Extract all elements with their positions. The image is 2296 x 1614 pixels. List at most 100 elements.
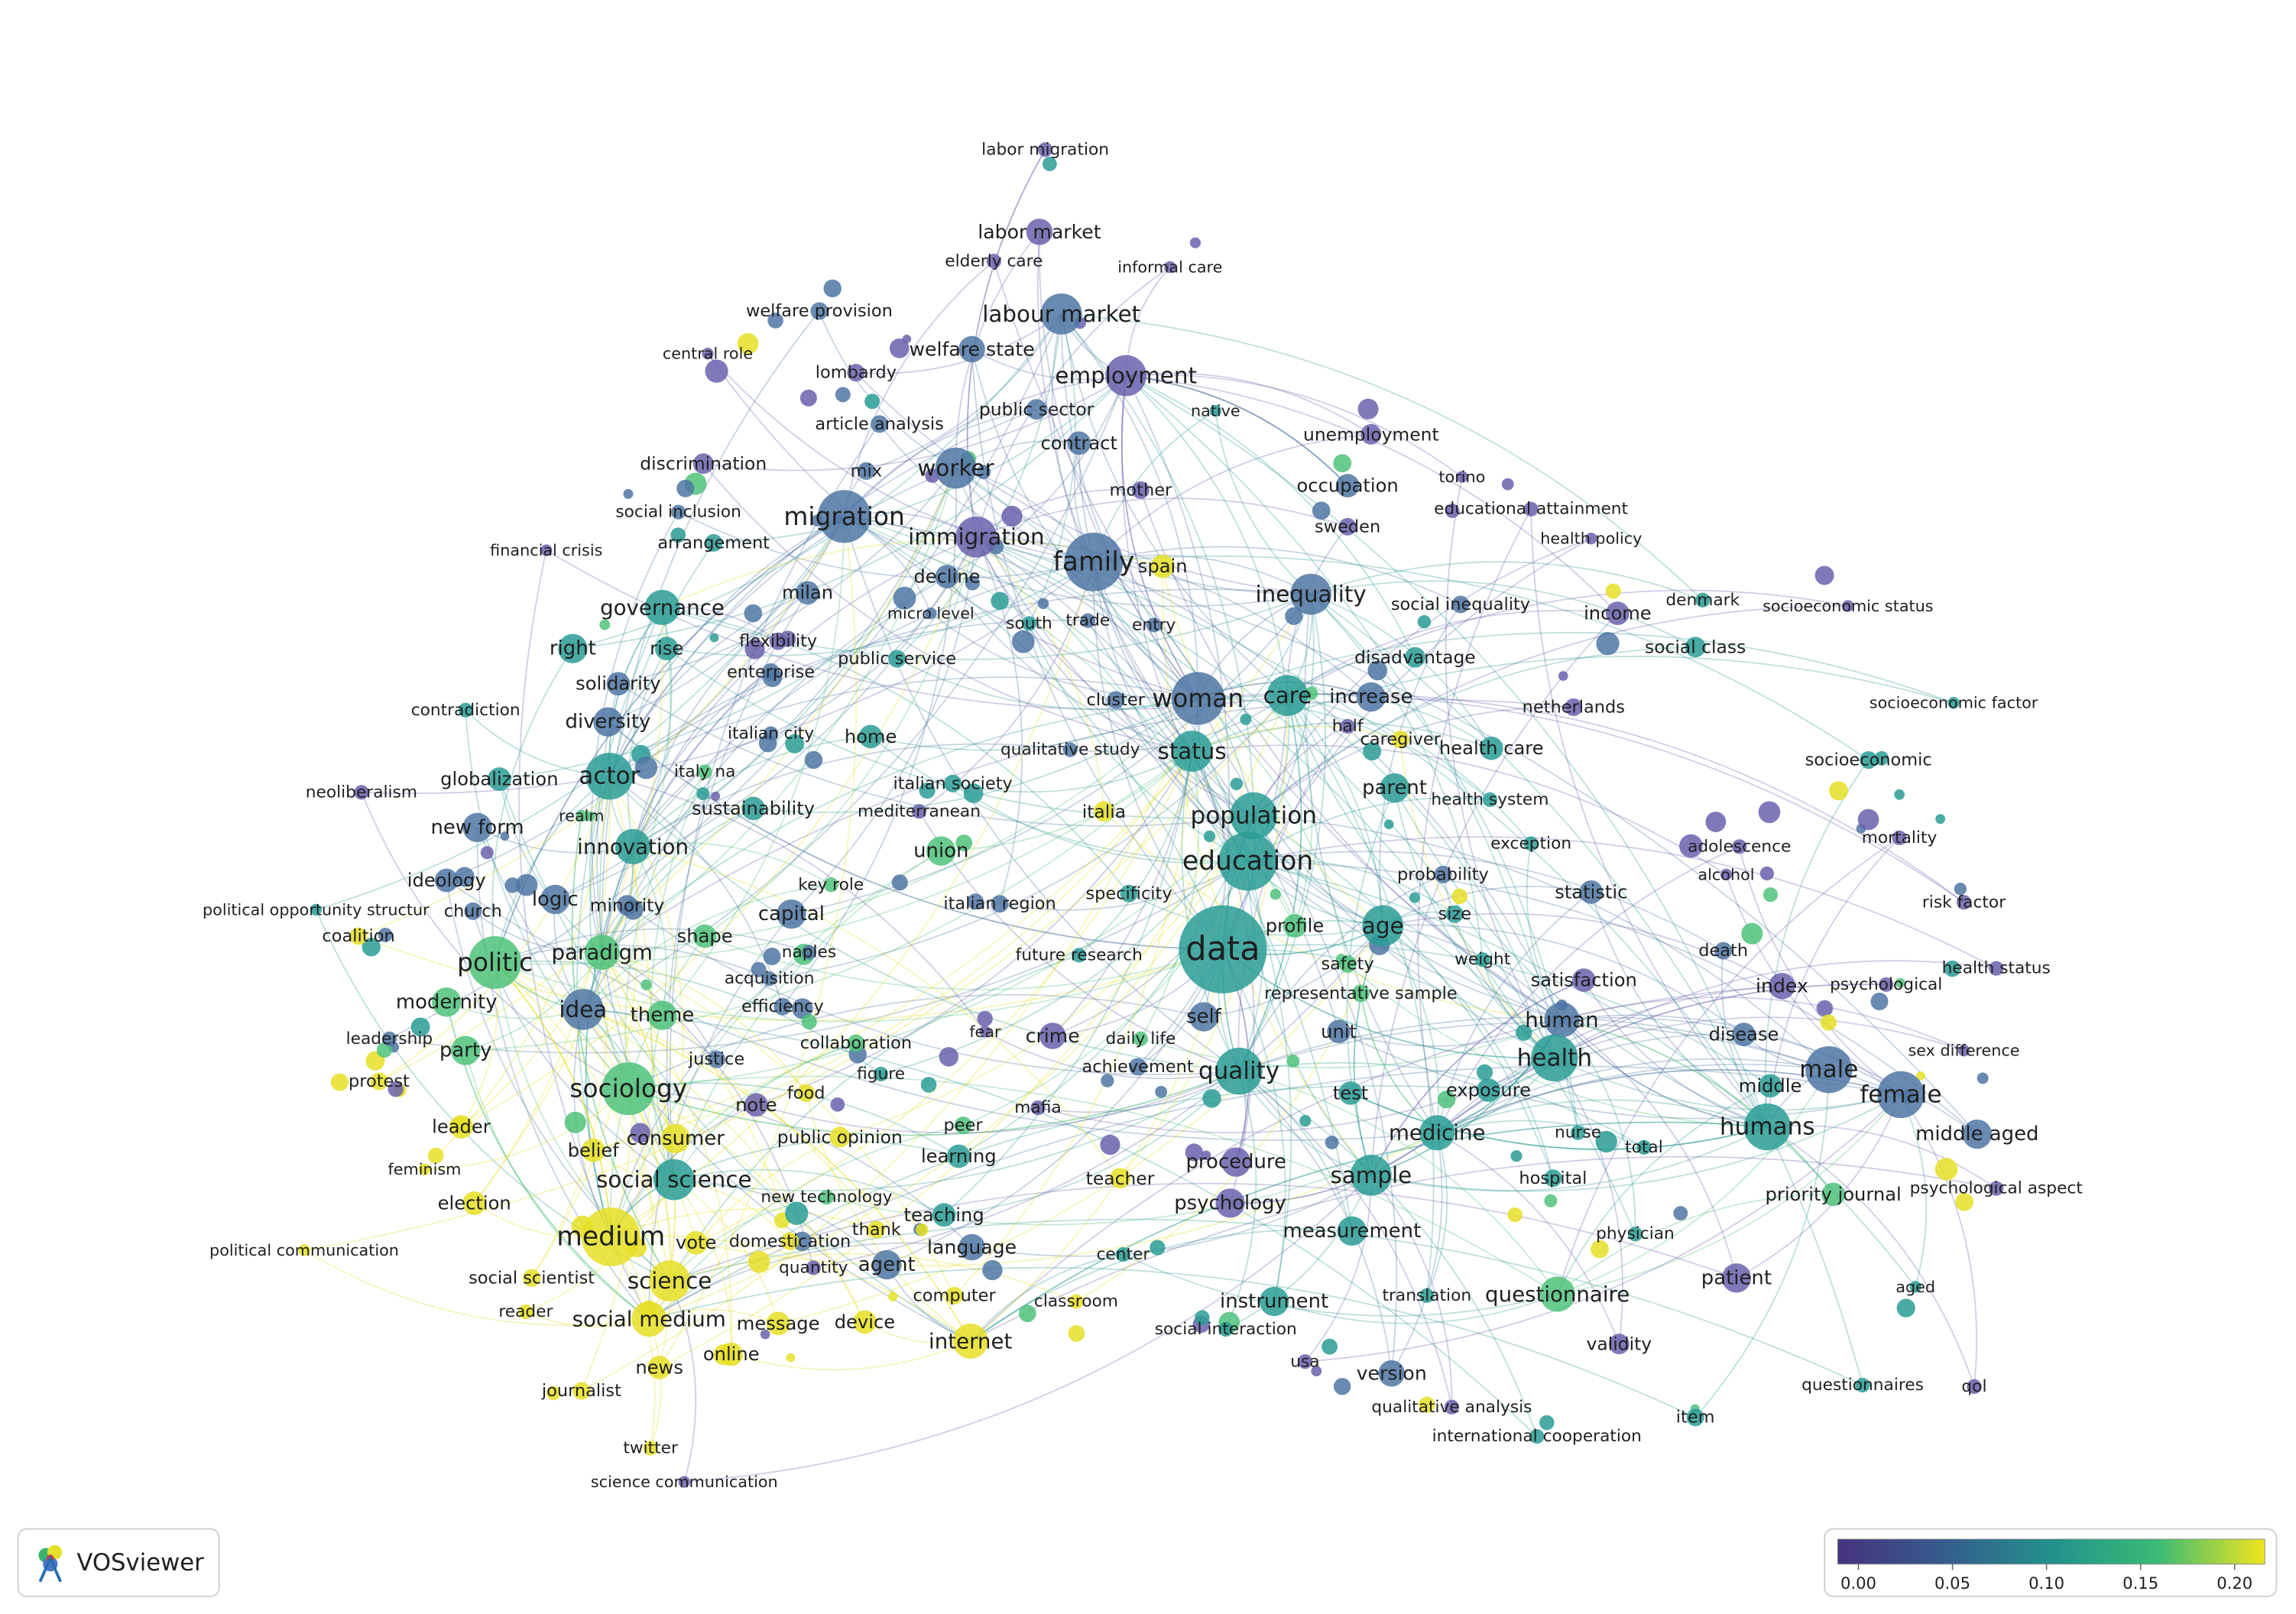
edge xyxy=(1286,695,1555,1058)
node xyxy=(1419,1288,1435,1303)
node xyxy=(418,1163,431,1175)
edge xyxy=(1370,979,1584,1176)
node xyxy=(593,707,623,737)
edge xyxy=(843,408,1037,517)
node xyxy=(1021,616,1037,631)
node xyxy=(572,1382,591,1400)
node xyxy=(769,632,787,650)
node-label: mediterranean xyxy=(858,802,981,821)
edge xyxy=(602,951,791,1242)
node-label: idea xyxy=(559,997,607,1023)
edge xyxy=(1383,924,1745,1035)
node-label: reader xyxy=(498,1302,553,1321)
edge xyxy=(1382,925,1439,1133)
node-label: health care xyxy=(1439,737,1544,759)
minor-node xyxy=(1741,922,1763,945)
edge xyxy=(843,374,1127,517)
minor-node xyxy=(634,756,658,779)
edge xyxy=(1561,1019,1737,1279)
edge xyxy=(495,960,882,1075)
minor-node xyxy=(786,1353,796,1363)
node-label: internet xyxy=(929,1328,1012,1353)
edge xyxy=(1238,1070,1558,1295)
node-label: cluster xyxy=(1087,690,1146,710)
node xyxy=(1290,573,1331,615)
edge xyxy=(1273,1293,1558,1324)
node xyxy=(558,634,588,663)
edge xyxy=(662,593,1312,660)
node-label: immigration xyxy=(908,524,1044,550)
node-label: qualitative study xyxy=(1000,741,1140,760)
node-label: sample xyxy=(1330,1162,1412,1188)
edge xyxy=(1436,985,1782,1133)
node-label: globalization xyxy=(440,769,558,790)
minor-node xyxy=(1185,1143,1203,1162)
edge xyxy=(1115,699,1383,927)
node xyxy=(952,1323,988,1359)
node-label: micro level xyxy=(887,604,975,623)
minor-node xyxy=(963,783,984,803)
node xyxy=(1758,1074,1782,1098)
node xyxy=(1283,914,1307,938)
node xyxy=(1171,672,1224,725)
minor-node xyxy=(1539,1415,1555,1431)
edge xyxy=(601,640,779,953)
minor-node xyxy=(976,465,991,480)
minor-node xyxy=(1605,583,1621,599)
edge xyxy=(839,815,1254,1138)
edge xyxy=(581,698,1199,1392)
minor-node xyxy=(1896,1298,1915,1317)
node-label: social medium xyxy=(572,1307,726,1332)
edge xyxy=(602,698,1198,953)
node-label: unit xyxy=(1321,1021,1357,1042)
edge xyxy=(1192,744,1727,876)
edge xyxy=(1222,948,1555,1059)
edge xyxy=(461,536,978,1128)
edge xyxy=(1238,1070,1453,1408)
minor-node xyxy=(891,874,908,891)
logo-box[interactable] xyxy=(17,1528,220,1597)
node-label: inequality xyxy=(1255,582,1366,608)
edge xyxy=(1436,846,1740,1133)
edge xyxy=(1247,861,1372,1176)
logo[interactable]: VOSviewer xyxy=(17,1528,220,1597)
node-label: coalition xyxy=(322,926,394,946)
node-label: public opinion xyxy=(777,1126,903,1148)
node xyxy=(1340,718,1355,734)
edge xyxy=(975,536,1636,1235)
node-label: labour market xyxy=(982,301,1140,327)
edge xyxy=(976,536,1768,1128)
edge xyxy=(1379,604,1461,926)
edge xyxy=(1253,815,1830,1071)
node-label: social science xyxy=(596,1167,752,1193)
node xyxy=(432,987,462,1017)
edge xyxy=(378,776,611,1082)
edge xyxy=(790,536,978,915)
minor-node xyxy=(955,835,973,851)
edge xyxy=(844,516,1312,608)
edge xyxy=(361,561,1094,795)
edge xyxy=(632,468,957,848)
node-label: political communication xyxy=(209,1241,399,1259)
edge xyxy=(1526,843,1563,1020)
node xyxy=(381,1031,397,1046)
edge xyxy=(608,516,845,723)
minor-node xyxy=(835,387,851,403)
minor-node xyxy=(1270,888,1281,900)
edge xyxy=(608,676,1198,777)
node-label: instrument xyxy=(1220,1290,1328,1313)
minor-node xyxy=(546,1386,561,1401)
edge xyxy=(941,750,1193,852)
edge xyxy=(1382,925,1554,1178)
minor-node xyxy=(991,591,1009,611)
edge xyxy=(1140,750,1200,1039)
node xyxy=(1892,830,1907,845)
edge xyxy=(984,1031,1240,1080)
node-label: new technology xyxy=(760,1188,892,1207)
minor-node xyxy=(1516,1024,1532,1041)
edge xyxy=(844,516,1224,950)
edge xyxy=(582,883,832,1010)
edge xyxy=(648,1065,1902,1320)
minor-node xyxy=(1285,607,1303,625)
node-label: satisfaction xyxy=(1531,970,1637,991)
